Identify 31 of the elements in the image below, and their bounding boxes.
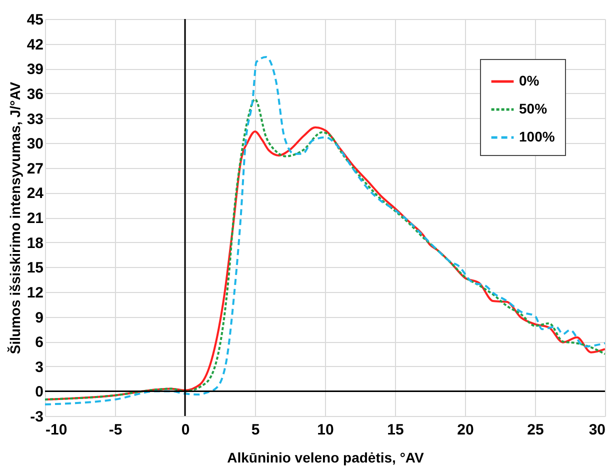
y-tick-label: 33 bbox=[26, 110, 44, 128]
legend-label: 100% bbox=[519, 128, 556, 144]
x-tick-label: 25 bbox=[527, 422, 544, 438]
x-tick-label: 10 bbox=[317, 422, 334, 438]
y-tick-label: 15 bbox=[26, 260, 44, 277]
y-tick-label: -3 bbox=[30, 408, 44, 426]
y-tick-label: 9 bbox=[35, 309, 44, 326]
x-tick-label: 20 bbox=[457, 422, 474, 438]
y-tick-label: 39 bbox=[26, 61, 44, 78]
y-tick-label: 21 bbox=[26, 210, 44, 227]
legend-label: 0% bbox=[519, 72, 540, 88]
x-tick-label: 15 bbox=[387, 422, 404, 438]
x-tick-label: 5 bbox=[251, 422, 260, 438]
x-tick-label: 30 bbox=[588, 422, 606, 438]
y-tick-label: 27 bbox=[26, 160, 44, 178]
legend-label: 50% bbox=[519, 100, 548, 116]
y-tick-label: 3 bbox=[35, 358, 44, 376]
y-tick-label: 18 bbox=[26, 234, 44, 252]
x-tick-label: -5 bbox=[108, 422, 122, 438]
x-axis-title: Alkūninio veleno padėtis, °AV bbox=[227, 450, 425, 466]
x-tick-label: -10 bbox=[46, 422, 68, 438]
y-tick-label: 30 bbox=[26, 136, 44, 153]
y-tick-label: 45 bbox=[26, 12, 44, 28]
y-tick-label: 42 bbox=[26, 36, 44, 54]
y-axis-title: Šilumos išsiskirimo intensyvumas, J/°AV bbox=[6, 81, 23, 354]
y-tick-label: 36 bbox=[26, 86, 44, 103]
y-tick-label: 6 bbox=[35, 334, 44, 352]
y-tick-label: 12 bbox=[26, 284, 44, 302]
y-tick-label: 0 bbox=[35, 384, 44, 401]
y-tick-label: 24 bbox=[26, 185, 44, 202]
x-tick-label: 0 bbox=[181, 422, 190, 438]
